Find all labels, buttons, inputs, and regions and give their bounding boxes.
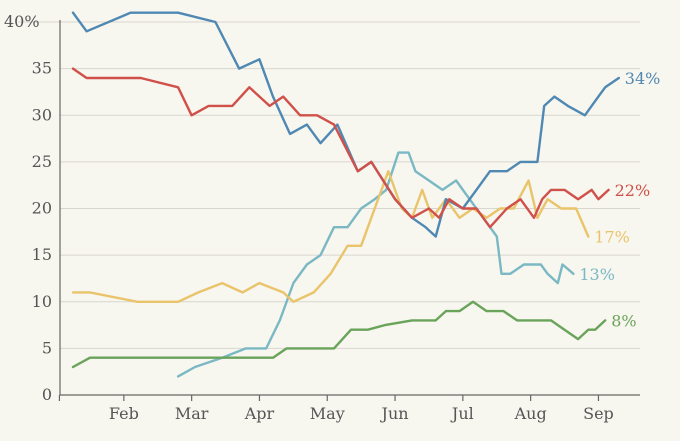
end-label-red: 22% bbox=[615, 181, 651, 200]
y-tick-label: 5 bbox=[42, 338, 52, 357]
end-label-teal: 13% bbox=[579, 265, 615, 284]
series-line-teal bbox=[176, 151, 575, 378]
y-tick-label: 0 bbox=[42, 385, 52, 404]
end-label-blue: 34% bbox=[625, 69, 661, 88]
x-tick-label: Jun bbox=[380, 404, 409, 423]
y-tick-label: 35 bbox=[32, 59, 52, 78]
series-line-green bbox=[71, 300, 607, 369]
y-tick-label: 25 bbox=[32, 152, 52, 171]
end-label-green: 8% bbox=[611, 311, 636, 330]
x-tick-label: Feb bbox=[109, 404, 139, 423]
y-tick-label: 15 bbox=[32, 245, 52, 264]
y-tick-label: 20 bbox=[32, 199, 52, 218]
y-tick-label: 10 bbox=[32, 292, 52, 311]
axes: 0 5 10 15 20 25 30 35 40% Feb Mar Apr May Jun Jul Aug Se… bbox=[4, 12, 640, 423]
end-label-yellow: 17% bbox=[594, 227, 630, 246]
x-tick-label: Mar bbox=[175, 404, 209, 423]
x-tick-label: Sep bbox=[583, 404, 614, 423]
x-tick-label: May bbox=[310, 404, 345, 423]
series-line-yellow bbox=[71, 170, 590, 303]
series-line-blue bbox=[71, 11, 620, 238]
series-line-red bbox=[71, 67, 610, 229]
x-tick-label: Apr bbox=[244, 404, 275, 423]
series-lines bbox=[71, 11, 620, 378]
gridlines bbox=[18, 21, 640, 349]
y-tick-label: 40% bbox=[4, 12, 40, 31]
x-tick-label: Jul bbox=[450, 404, 474, 423]
y-tick-label: 30 bbox=[32, 105, 52, 124]
end-labels: 13% 17% 8% 34% 22% bbox=[579, 69, 660, 330]
x-tick-label: Aug bbox=[514, 404, 547, 423]
